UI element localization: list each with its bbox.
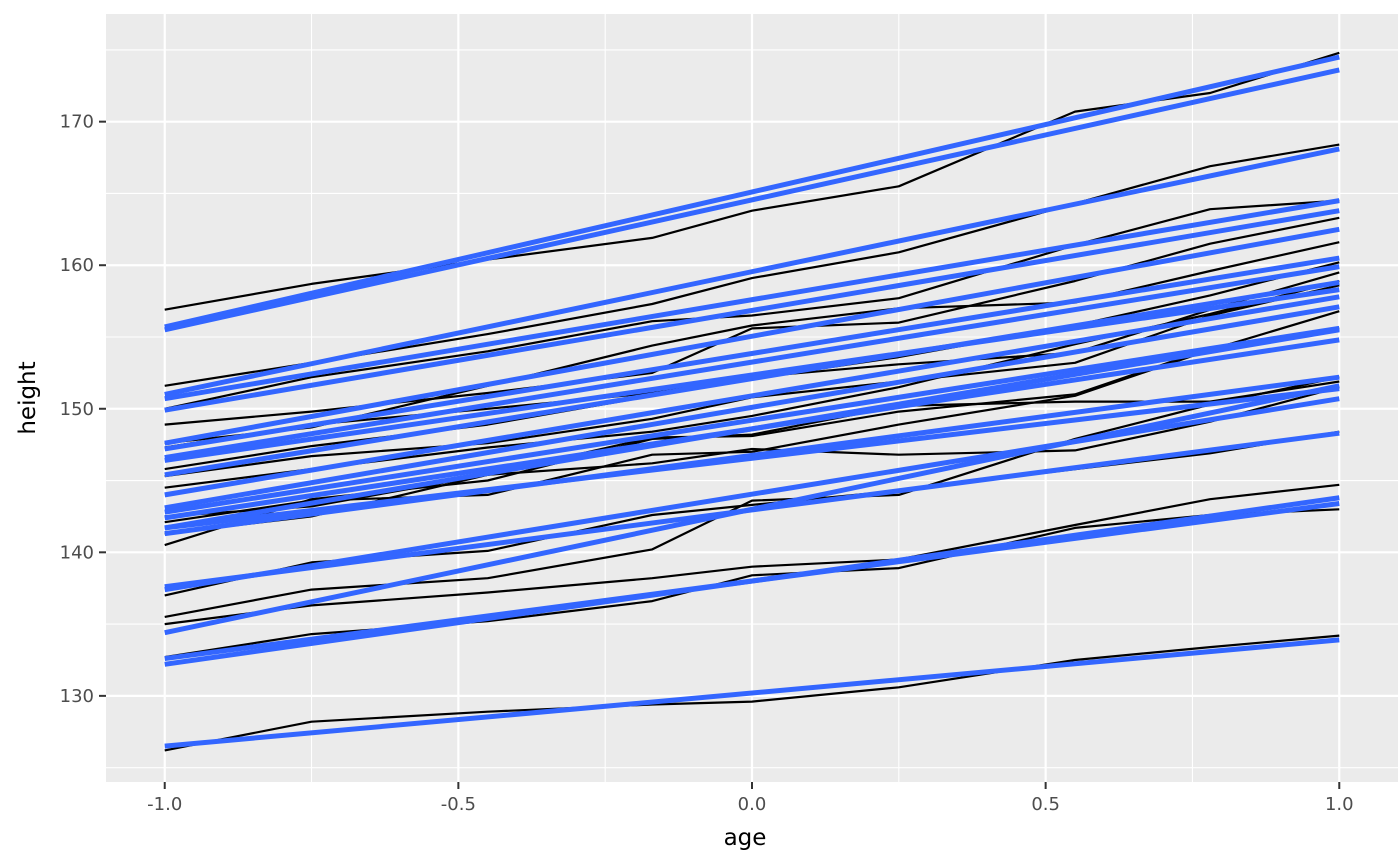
y-axis: 130 140 150 160 170 xyxy=(60,112,106,707)
fitted-line-3 xyxy=(164,146,1340,397)
fitted-line-8 xyxy=(164,264,1340,461)
fitted-line-15 xyxy=(164,327,1340,531)
fitted-line-7 xyxy=(164,255,1340,452)
y-tick-label: 160 xyxy=(60,255,94,276)
x-tick-label: 0.5 xyxy=(1031,794,1060,815)
fitted-line-19 xyxy=(164,396,1340,593)
y-tick-label: 150 xyxy=(60,399,94,420)
x-tick-label: -1.0 xyxy=(147,794,182,815)
observed-line-18 xyxy=(164,634,1340,752)
fitted-line-23 xyxy=(164,637,1340,749)
x-tick-label: 0.0 xyxy=(738,794,767,815)
fitted-line-10 xyxy=(164,279,1340,478)
fitted-line-4 xyxy=(164,198,1340,402)
fitted-line-22 xyxy=(164,495,1340,667)
observed-line-15 xyxy=(164,376,1340,618)
fitted-line-11 xyxy=(164,294,1340,498)
fitted-line-5 xyxy=(164,208,1340,413)
x-axis-title: age xyxy=(724,825,767,851)
fitted-line-12 xyxy=(164,304,1340,511)
fitted-line-1 xyxy=(164,54,1340,330)
fitted-line-2 xyxy=(164,67,1340,333)
y-tick-label: 140 xyxy=(60,542,94,563)
fitted-line-20 xyxy=(164,383,1340,636)
fitted-line-13 xyxy=(164,325,1340,515)
fitted-line-9 xyxy=(164,287,1340,463)
fitted-lines xyxy=(164,54,1340,749)
y-tick-label: 170 xyxy=(60,112,94,133)
x-axis: -1.0 -0.5 0.0 0.5 1.0 xyxy=(147,782,1354,815)
fitted-line-6 xyxy=(164,226,1340,446)
observed-line-3 xyxy=(164,199,1340,410)
fitted-line-16 xyxy=(164,374,1340,537)
y-axis-title: height xyxy=(15,361,41,434)
y-tick-label: 130 xyxy=(60,686,94,707)
fitted-line-17 xyxy=(164,386,1340,531)
x-tick-label: -0.5 xyxy=(441,794,476,815)
x-tick-label: 1.0 xyxy=(1325,794,1354,815)
observed-line-16 xyxy=(164,483,1340,626)
